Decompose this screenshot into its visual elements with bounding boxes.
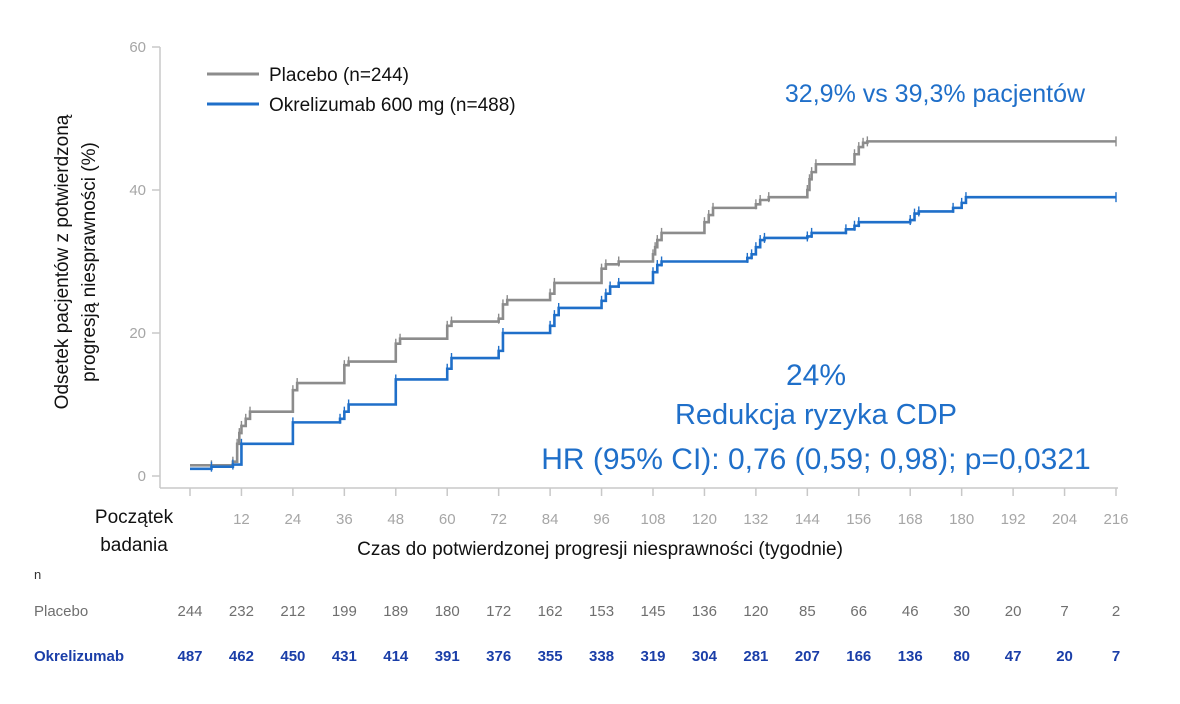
annotation-reduction-pct: 24% — [786, 359, 846, 392]
x-tick-label: 108 — [640, 511, 665, 528]
risk-table-cell: 153 — [589, 603, 614, 620]
series-layer — [190, 136, 1117, 472]
risk-table-cell: 431 — [332, 648, 357, 665]
risk-table-cell: 66 — [850, 603, 867, 620]
risk-table-cell: 462 — [229, 648, 254, 665]
risk-table-cell: 338 — [589, 648, 614, 665]
risk-table-cell: 189 — [383, 603, 408, 620]
annotation-reduction-text: Redukcja ryzyka CDP — [675, 399, 957, 431]
risk-table-cell: 46 — [902, 603, 919, 620]
x-tick-label: 36 — [336, 511, 353, 528]
series-line-okrelizumab — [190, 195, 1116, 471]
risk-table-cell: 207 — [795, 648, 820, 665]
x-tick-label: 84 — [542, 511, 559, 528]
risk-table-cell: 391 — [435, 648, 460, 665]
risk-table-cell: 281 — [743, 648, 768, 665]
risk-table-cell: 80 — [953, 648, 970, 665]
risk-table-header: n — [34, 567, 41, 582]
risk-table-cell: 20 — [1005, 603, 1022, 620]
legend: Placebo (n=244) Okrelizumab 600 mg (n=48… — [207, 65, 516, 116]
risk-table-cell: 162 — [538, 603, 563, 620]
risk-table-cell: 7 — [1060, 603, 1068, 620]
risk-table-cell: 199 — [332, 603, 357, 620]
risk-table-cell: 244 — [177, 603, 202, 620]
x-tick-label: 120 — [692, 511, 717, 528]
x-tick-label: 192 — [1001, 511, 1026, 528]
series-line-placebo — [190, 140, 1116, 467]
x-tick-label: 12 — [233, 511, 250, 528]
y-ticks: 0 20 40 60 — [129, 39, 160, 485]
x-tick-label: 72 — [490, 511, 507, 528]
y-axis-title: Odsetek pacjentów z potwierdzoną progres… — [52, 114, 100, 409]
y-tick-label: 0 — [138, 468, 146, 485]
x-tick-label: 216 — [1103, 511, 1128, 528]
risk-table-cell: 20 — [1056, 648, 1073, 665]
risk-table-cell: 180 — [435, 603, 460, 620]
x-tick-label: 60 — [439, 511, 456, 528]
x-tick-label: 132 — [743, 511, 768, 528]
x-tick-label: 204 — [1052, 511, 1077, 528]
x-tick-label: 24 — [285, 511, 302, 528]
risk-table-cell: 414 — [383, 648, 409, 665]
risk-table-cell: 145 — [640, 603, 665, 620]
risk-table-cell: 172 — [486, 603, 511, 620]
risk-table-cell: 450 — [280, 648, 305, 665]
y-axis-title-line1: Odsetek pacjentów z potwierdzoną — [52, 114, 73, 409]
x-tick-label: 180 — [949, 511, 974, 528]
risk-table-cell: 212 — [280, 603, 305, 620]
risk-table-cell: 319 — [640, 648, 665, 665]
x-ticks: 12 24 36 48 60 72 84 96 108 120 132 144 156 168 180 192… — [189, 488, 1129, 528]
risk-table-cell: 7 — [1112, 648, 1120, 665]
legend-label-placebo: Placebo (n=244) — [269, 65, 409, 86]
risk-table-cell: 47 — [1005, 648, 1022, 665]
risk-table-cell: 232 — [229, 603, 254, 620]
risk-table-cell: 355 — [538, 648, 563, 665]
risk-table-cell: 2 — [1112, 603, 1120, 620]
y-tick-label: 40 — [129, 182, 146, 199]
risk-table-cell: 85 — [799, 603, 816, 620]
x-axis-title: Czas do potwierdzonej progresji niespraw… — [357, 539, 843, 560]
y-tick-label: 60 — [129, 39, 146, 56]
y-tick-label: 20 — [129, 325, 146, 342]
risk-table-cell: 304 — [692, 648, 718, 665]
x-tick-label: 144 — [795, 511, 820, 528]
risk-table-cell: 30 — [953, 603, 970, 620]
risk-table-cell: 136 — [692, 603, 717, 620]
risk-table-cell: 120 — [743, 603, 768, 620]
x-tick-label: 168 — [898, 511, 923, 528]
risk-table-cell: 136 — [898, 648, 923, 665]
x-start-label-line2: badania — [100, 535, 168, 556]
annotation-result: 32,9% vs 39,3% pacjentów — [785, 80, 1086, 108]
x-tick-label: 156 — [846, 511, 871, 528]
risk-table-cell: 376 — [486, 648, 511, 665]
risk-row-label-okrelizumab: Okrelizumab — [34, 648, 124, 665]
x-tick-label: 96 — [593, 511, 610, 528]
legend-label-okrelizumab: Okrelizumab 600 mg (n=488) — [269, 95, 516, 116]
y-axis-title-line2: progresją niesprawności (%) — [79, 142, 100, 382]
x-start-label-line1: Początek — [95, 507, 174, 528]
risk-table-cell: 487 — [177, 648, 202, 665]
x-tick-label: 48 — [387, 511, 404, 528]
risk-table-cells: 244 232 212 199 189 180 172 162 153 145 136 120 85 66… — [177, 603, 1120, 665]
annotation-hr: HR (95% CI): 0,76 (0,59; 0,98); p=0,0321 — [541, 443, 1090, 476]
risk-row-label-placebo: Placebo — [34, 603, 88, 620]
risk-table-cell: 166 — [846, 648, 871, 665]
